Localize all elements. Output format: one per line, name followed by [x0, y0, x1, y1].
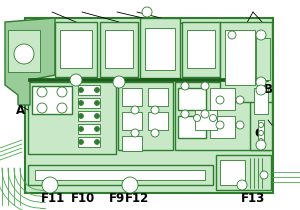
Bar	[78, 98, 100, 108]
Bar	[250, 82, 272, 150]
Circle shape	[94, 126, 100, 131]
Circle shape	[79, 126, 83, 131]
Circle shape	[256, 85, 266, 95]
Circle shape	[70, 74, 82, 86]
Circle shape	[259, 130, 263, 135]
Circle shape	[37, 103, 47, 113]
Bar	[175, 82, 270, 150]
Circle shape	[259, 139, 263, 143]
Circle shape	[131, 129, 139, 137]
Bar	[78, 85, 100, 95]
Bar	[32, 86, 72, 114]
Bar	[60, 30, 92, 68]
Circle shape	[37, 87, 47, 97]
Circle shape	[57, 87, 67, 97]
Circle shape	[151, 106, 159, 114]
Circle shape	[94, 88, 100, 92]
Circle shape	[14, 44, 34, 64]
Bar	[210, 88, 235, 110]
Bar	[28, 78, 268, 81]
Circle shape	[79, 88, 83, 92]
Circle shape	[42, 177, 58, 193]
Circle shape	[79, 139, 83, 144]
Bar	[78, 111, 100, 121]
Bar	[122, 112, 142, 130]
Circle shape	[256, 30, 266, 40]
Circle shape	[79, 113, 83, 118]
Bar	[182, 22, 220, 77]
Bar	[122, 136, 142, 151]
Circle shape	[209, 114, 217, 122]
Circle shape	[94, 113, 100, 118]
Bar	[216, 155, 271, 190]
Bar	[220, 160, 245, 185]
Text: F10: F10	[70, 192, 94, 205]
Bar	[195, 110, 217, 130]
Bar	[210, 116, 235, 138]
Circle shape	[94, 101, 100, 105]
Bar	[256, 38, 270, 80]
Bar	[35, 170, 205, 180]
Text: A: A	[16, 104, 25, 117]
Bar	[28, 82, 116, 154]
Circle shape	[142, 7, 152, 17]
Circle shape	[256, 140, 266, 150]
Bar	[8, 30, 40, 72]
Bar	[254, 88, 268, 114]
Circle shape	[236, 96, 244, 104]
Circle shape	[194, 114, 200, 122]
Bar	[258, 120, 264, 145]
Bar	[105, 30, 133, 68]
Circle shape	[237, 180, 247, 190]
Bar	[220, 22, 272, 102]
Bar	[148, 88, 168, 106]
Bar	[225, 30, 255, 85]
Circle shape	[94, 139, 100, 144]
Bar	[178, 88, 206, 110]
Circle shape	[228, 31, 236, 39]
Circle shape	[131, 106, 139, 114]
Bar	[118, 82, 173, 150]
Circle shape	[260, 171, 268, 179]
Circle shape	[79, 101, 83, 105]
Circle shape	[122, 177, 138, 193]
Bar	[78, 124, 100, 134]
Circle shape	[256, 77, 266, 87]
Circle shape	[259, 122, 263, 127]
Circle shape	[57, 103, 67, 113]
Circle shape	[236, 121, 244, 129]
Bar	[187, 30, 215, 68]
Bar	[140, 18, 180, 78]
Text: F9: F9	[109, 192, 125, 205]
Bar	[25, 18, 273, 193]
Text: F11: F11	[40, 192, 64, 205]
Bar	[148, 112, 168, 130]
Bar	[28, 165, 213, 185]
Circle shape	[181, 110, 189, 118]
Circle shape	[216, 96, 224, 104]
Text: C: C	[254, 127, 263, 140]
Bar	[78, 137, 100, 147]
Bar	[100, 22, 138, 77]
Bar	[55, 22, 97, 77]
Bar	[122, 88, 142, 106]
Text: B: B	[264, 83, 273, 96]
Circle shape	[216, 121, 224, 129]
Bar	[178, 116, 206, 138]
Bar	[145, 28, 175, 70]
Circle shape	[181, 82, 189, 90]
Text: F13: F13	[242, 192, 266, 205]
Polygon shape	[5, 18, 55, 105]
Circle shape	[201, 110, 209, 118]
Text: F12: F12	[124, 192, 148, 205]
Circle shape	[113, 76, 125, 88]
Circle shape	[151, 129, 159, 137]
Circle shape	[201, 82, 209, 90]
